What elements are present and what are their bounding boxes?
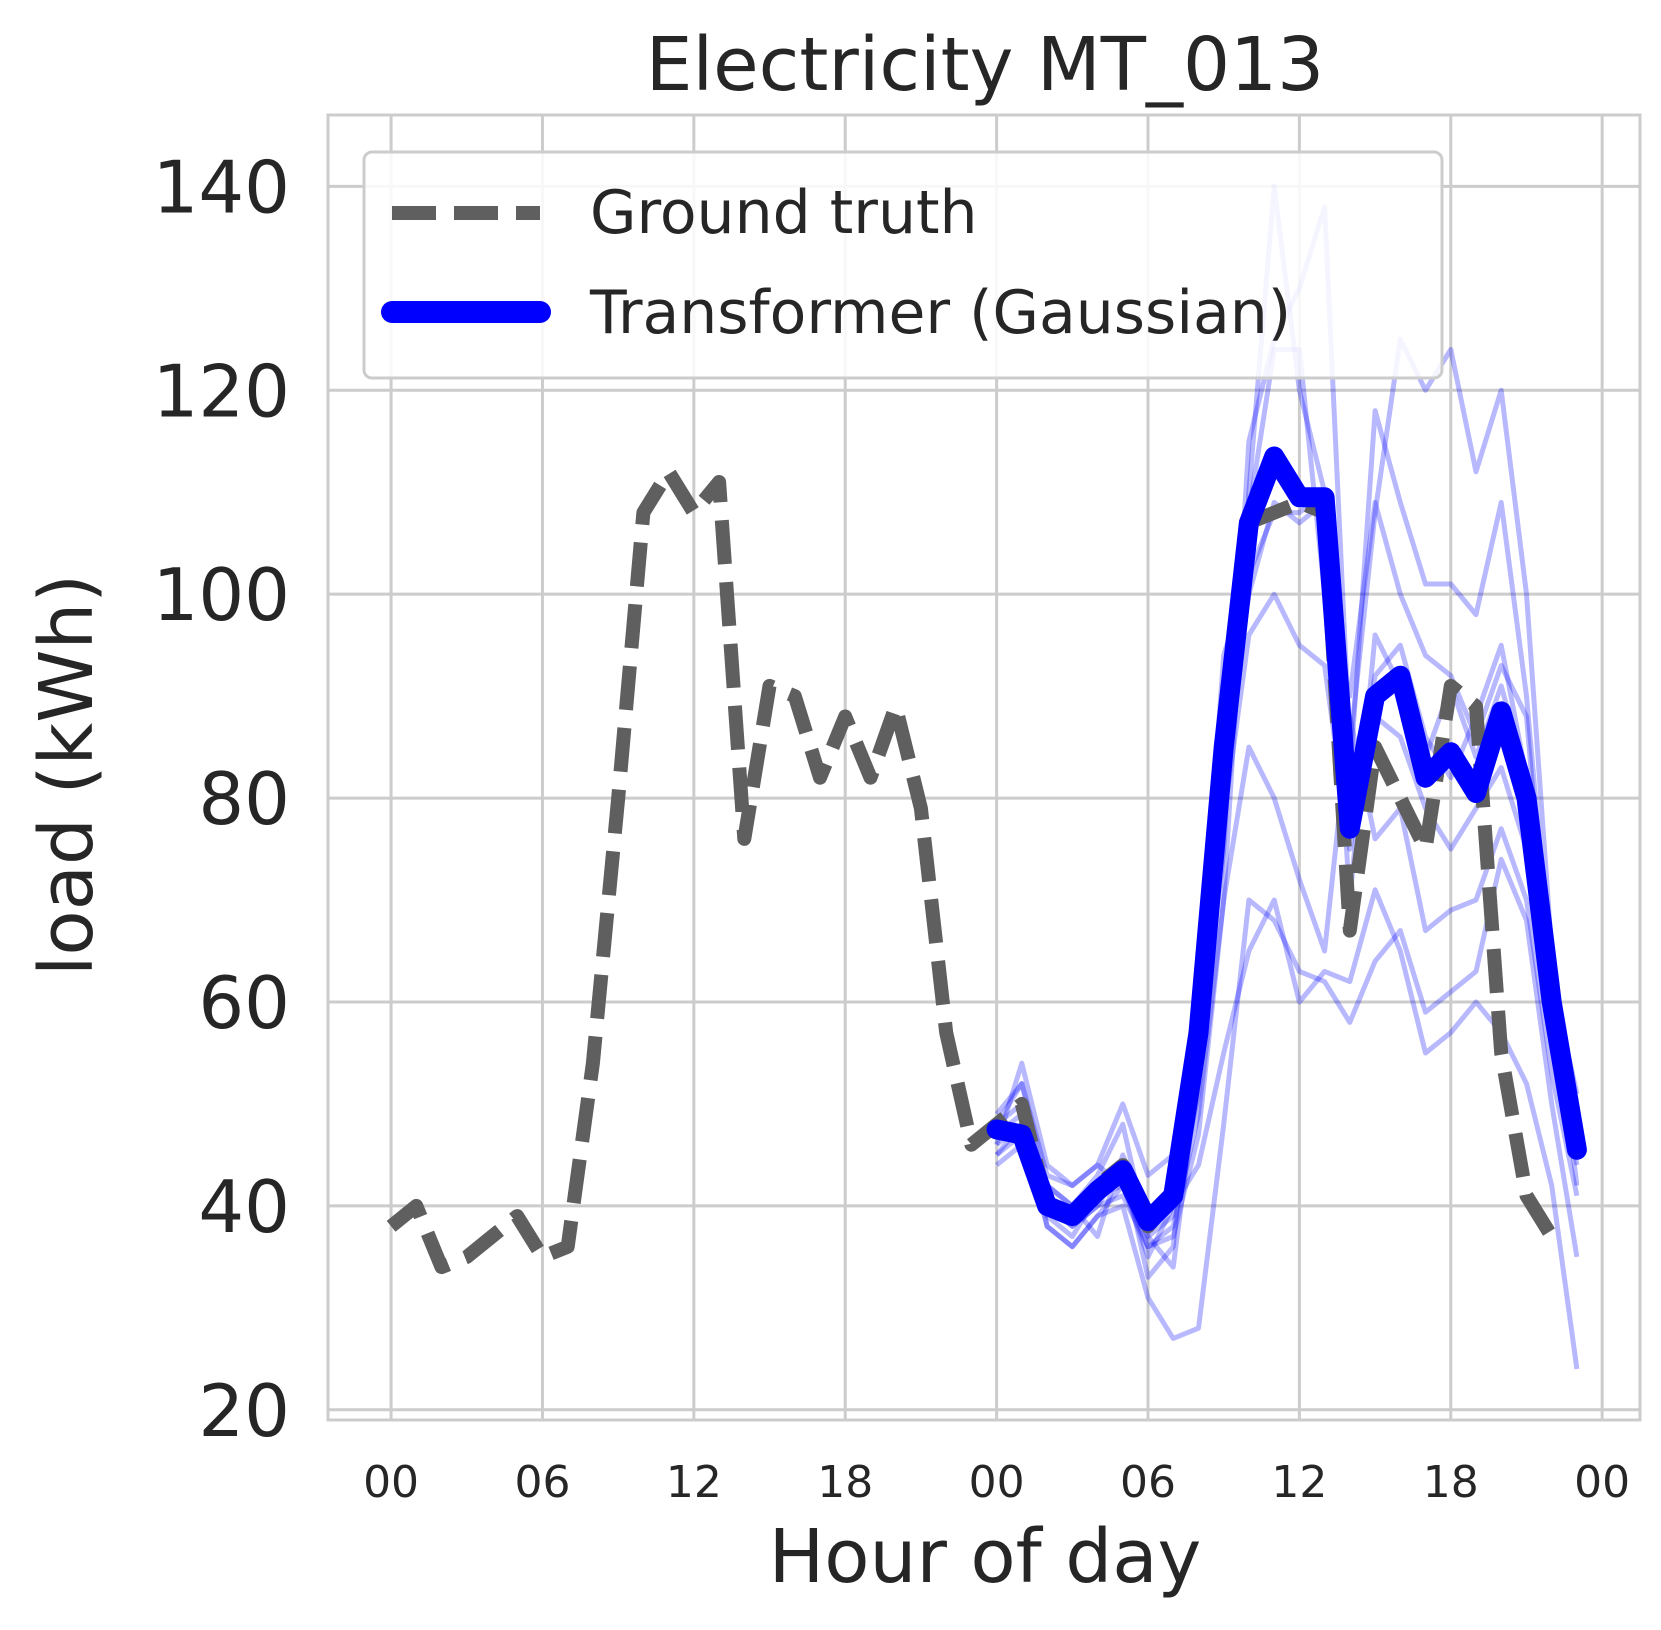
y-tick-label: 100: [153, 553, 290, 637]
ground-truth-line: [386, 464, 1558, 1275]
forecast-line: [986, 446, 1587, 1232]
y-tick-label: 40: [198, 1165, 290, 1249]
x-tick-label: 00: [1574, 1457, 1630, 1508]
x-tick-label: 12: [666, 1457, 722, 1508]
x-tick-label: 00: [363, 1457, 419, 1508]
y-tick-label: 120: [153, 349, 290, 433]
plot-frame: [326, 113, 1642, 1422]
forecast-sample-line-6: [995, 714, 1580, 1250]
legend-box: [362, 150, 1444, 380]
legend-label-forecast: Transformer (Gaussian): [589, 278, 1291, 348]
y-tick-label: 80: [198, 757, 290, 841]
forecast-series: [986, 446, 1587, 1232]
ground-truth-series: [386, 464, 1558, 1275]
x-axis-label: Hour of day: [769, 1514, 1202, 1600]
x-tick-labels: 00 06 12 18 00 06 12 18 00: [363, 1457, 1630, 1508]
y-tick-label: 20: [198, 1369, 290, 1453]
x-tick-label: 12: [1271, 1457, 1327, 1508]
x-tick-label: 18: [1423, 1457, 1479, 1508]
forecast-sample-line-7: [995, 856, 1580, 1341]
x-tick-label: 00: [969, 1457, 1025, 1508]
legend: Ground truth Transformer (Gaussian): [362, 150, 1444, 380]
y-tick-label: 140: [153, 145, 290, 229]
chart-title: Electricity MT_013: [646, 22, 1324, 108]
y-axis-label: load (kWh): [24, 574, 110, 976]
x-tick-label: 06: [1120, 1457, 1176, 1508]
y-tick-labels: 20 40 60 80 100 120 140: [153, 145, 290, 1452]
y-tick-label: 60: [198, 961, 290, 1045]
legend-label-ground-truth: Ground truth: [590, 178, 978, 248]
forecast-sample-line-8: [994, 887, 1580, 1370]
x-tick-label: 06: [514, 1457, 570, 1508]
x-tick-label: 18: [817, 1457, 873, 1508]
